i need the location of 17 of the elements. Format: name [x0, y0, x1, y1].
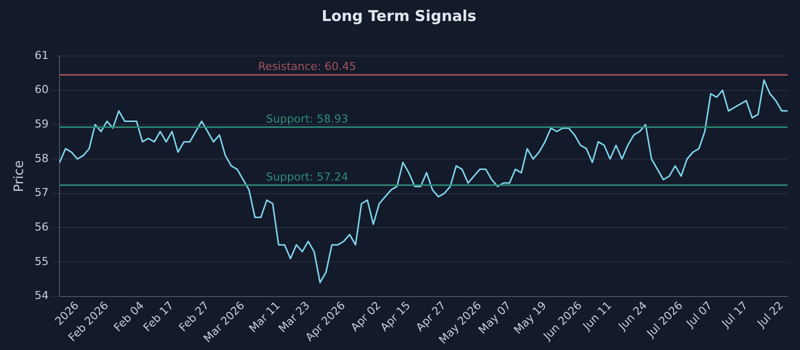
y-tick-label: 58 — [34, 152, 49, 165]
y-tick-label: 60 — [34, 83, 49, 96]
x-tick-label: Jul 17 — [718, 298, 750, 331]
chart-title: Long Term Signals — [322, 6, 476, 25]
y-tick-label: 59 — [34, 118, 49, 131]
y-tick-label: 56 — [34, 220, 49, 234]
y-tick-label: 61 — [34, 48, 49, 62]
y-tick-label: 57 — [34, 186, 49, 200]
x-tick-label: Jul 07 — [683, 298, 715, 331]
y-tick-label: 55 — [34, 254, 49, 268]
ref-line-label: Support: 57.24 — [266, 170, 348, 184]
y-tick-label: 54 — [34, 289, 49, 302]
ref-line-label: Resistance: 60.45 — [258, 60, 356, 74]
y-axis-title: Price — [12, 160, 28, 192]
x-tick-label: Jul 22 — [754, 298, 786, 331]
x-tick-label: Jun 11 — [580, 298, 614, 334]
ref-line-label: Support: 58.93 — [266, 112, 348, 126]
